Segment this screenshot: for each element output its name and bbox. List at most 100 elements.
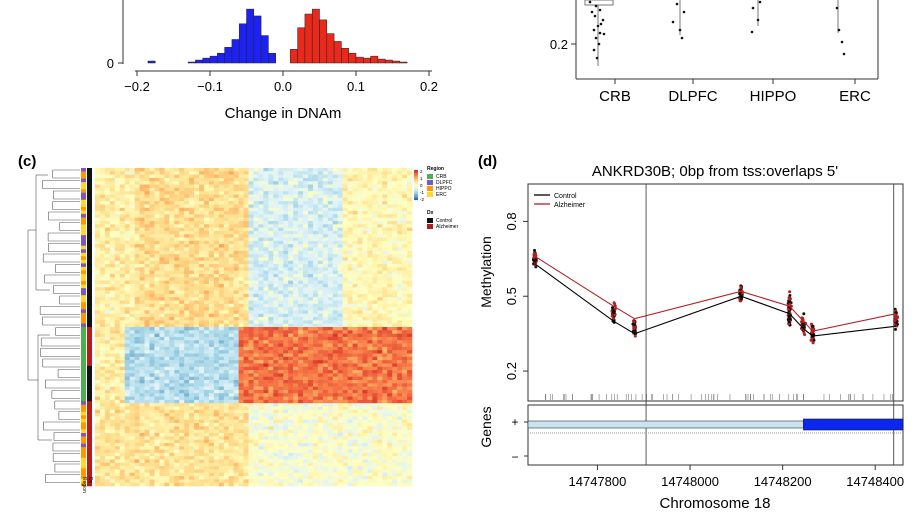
heatmap-cell	[154, 350, 160, 354]
heatmap-cell	[139, 363, 145, 368]
heatmap-cell	[342, 221, 348, 225]
heatmap-cell	[154, 346, 160, 351]
heatmap-cell	[154, 250, 160, 255]
heatmap-cell	[278, 234, 284, 238]
heatmap-cell	[273, 244, 279, 248]
heatmap-cell	[288, 283, 294, 288]
heatmap-cell	[208, 366, 215, 371]
heatmap-cell	[144, 187, 150, 192]
heatmap-cell	[164, 217, 170, 222]
heatmap-cell	[129, 270, 135, 275]
heatmap-cell	[119, 366, 126, 371]
heatmap-cell	[184, 389, 190, 394]
heatmap-cell	[199, 310, 205, 315]
heatmap-cell	[139, 333, 145, 338]
heatmap-cell	[149, 244, 155, 248]
heatmap-cell	[293, 396, 299, 401]
heatmap-cell	[238, 327, 244, 331]
heatmap-cell	[298, 320, 304, 324]
heatmap-cell	[194, 340, 200, 344]
heatmap-cell	[312, 237, 319, 242]
heatmap-cell	[109, 221, 116, 225]
heatmap-cell	[144, 403, 150, 407]
heatmap-cell	[208, 303, 215, 308]
heatmap-cell	[273, 247, 279, 252]
heatmap-cell	[322, 224, 329, 228]
heatmap-cell	[95, 350, 101, 354]
heatmap-cell	[179, 313, 185, 318]
heatmap-cell	[238, 297, 244, 301]
heatmap-cell	[253, 399, 259, 404]
heatmap-cell	[337, 247, 343, 252]
heatmap-cell	[129, 300, 135, 305]
heatmap-cell	[169, 168, 175, 172]
heatmap-cell	[203, 227, 210, 232]
heatmap-cell	[258, 221, 264, 225]
heatmap-cell	[119, 224, 126, 228]
heatmap-cell	[248, 393, 254, 397]
heatmap-cell	[402, 234, 408, 238]
heatmap-cell	[218, 327, 225, 331]
heatmap-cell	[129, 201, 135, 205]
heatmap-cell	[258, 313, 264, 318]
heatmap-cell	[129, 330, 135, 334]
heatmap-cell	[149, 399, 155, 404]
heatmap-cell	[174, 201, 180, 205]
heatmap-cell	[258, 177, 264, 182]
heatmap-cell	[387, 356, 393, 361]
dx-annotation-cell	[87, 242, 92, 247]
heatmap-cell	[372, 247, 378, 252]
heatmap-cell	[263, 293, 269, 298]
heatmap-cell	[238, 177, 244, 182]
heatmap-cell	[114, 343, 121, 348]
heatmap-cell	[347, 264, 353, 268]
heatmap-cell	[332, 221, 338, 225]
region-annotation-cell	[81, 319, 86, 324]
heatmap-cell	[307, 221, 314, 225]
heatmap-cell	[402, 171, 408, 175]
heatmap-cell	[392, 240, 398, 245]
heatmap-cell	[372, 386, 378, 391]
heatmap-cell	[362, 333, 368, 338]
heatmap-cell	[342, 290, 348, 295]
heatmap-cell	[342, 366, 348, 371]
heatmap-cell	[114, 214, 121, 218]
heatmap-cell	[268, 310, 274, 315]
heatmap-cell	[203, 293, 210, 298]
heatmap-cell	[283, 283, 289, 288]
heatmap-cell	[213, 336, 220, 341]
heatmap-cell	[377, 310, 383, 315]
heatmap-cell	[367, 240, 373, 245]
heatmap-cell	[134, 207, 140, 212]
heatmap-cell	[317, 300, 324, 305]
heatmap-cell	[263, 403, 269, 407]
heatmap-cell	[362, 171, 368, 175]
heatmap-cell	[347, 320, 353, 324]
heatmap-cell	[317, 350, 324, 354]
heatmap-cell	[337, 254, 343, 258]
heatmap-cell	[203, 383, 210, 387]
heatmap-cell	[332, 360, 338, 364]
heatmap-cell	[233, 191, 239, 195]
heatmap-cell	[149, 211, 155, 215]
heatmap-cell	[327, 217, 334, 222]
heatmap-cell	[367, 297, 373, 301]
heatmap-cell	[139, 274, 145, 278]
heatmap-cell	[303, 333, 309, 338]
heatmap-cell	[144, 247, 150, 252]
heatmap-cell	[129, 376, 135, 381]
heatmap-cell	[402, 257, 408, 262]
heatmap-cell	[327, 274, 334, 278]
heatmap-cell	[278, 274, 284, 278]
heatmap-cell	[312, 244, 319, 248]
heatmap-cell	[194, 221, 200, 225]
heatmap-cell	[228, 330, 234, 334]
heatmap-cell	[139, 356, 145, 361]
heatmap-cell	[154, 300, 160, 305]
heatmap-cell	[372, 181, 378, 185]
heatmap-cell	[387, 313, 393, 318]
heatmap-cell	[238, 399, 244, 404]
heatmap-cell	[169, 240, 175, 245]
heatmap-cell	[223, 293, 230, 298]
heatmap-cell	[114, 389, 121, 394]
